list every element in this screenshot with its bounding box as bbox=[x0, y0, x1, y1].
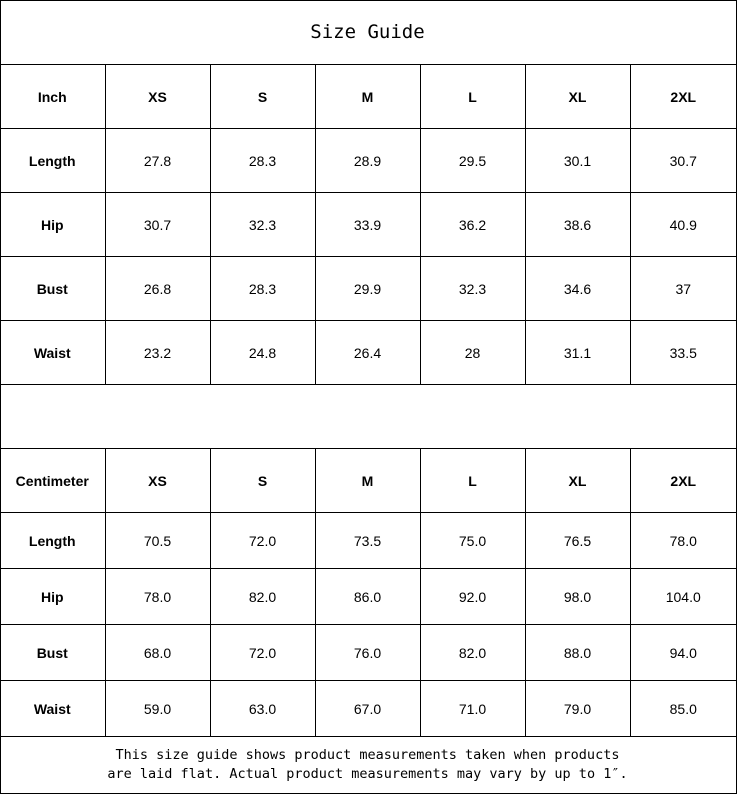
table-cell: 27.8 bbox=[104, 128, 211, 193]
table-spacer bbox=[0, 384, 735, 448]
table-cell: 75.0 bbox=[419, 512, 526, 569]
column-header: Centimeter bbox=[0, 448, 106, 513]
column-header: XS bbox=[104, 64, 211, 129]
table-cell: 76.0 bbox=[314, 624, 421, 681]
table-cell: 38.6 bbox=[524, 192, 631, 257]
table-cell: 86.0 bbox=[314, 568, 421, 625]
table-row: Waist 23.2 24.8 26.4 28 31.1 33.5 bbox=[0, 320, 736, 385]
table-cell: 28.3 bbox=[209, 256, 316, 321]
column-header: Inch bbox=[0, 64, 106, 129]
centimeter-table: Centimeter XS S M L XL 2XL Length 70.5 72.0 73.5 75… bbox=[0, 448, 736, 737]
column-header: L bbox=[419, 448, 526, 513]
table-cell: 33.9 bbox=[314, 192, 421, 257]
table-cell: 76.5 bbox=[524, 512, 631, 569]
table-row: Length 70.5 72.0 73.5 75.0 76.5 78.0 bbox=[0, 512, 736, 569]
table-row: Bust 68.0 72.0 76.0 82.0 88.0 94.0 bbox=[0, 624, 736, 681]
row-label: Length bbox=[0, 128, 106, 193]
table-cell: 78.0 bbox=[629, 512, 736, 569]
table-cell: 29.9 bbox=[314, 256, 421, 321]
table-cell: 72.0 bbox=[209, 512, 316, 569]
table-row: Hip 30.7 32.3 33.9 36.2 38.6 40.9 bbox=[0, 192, 736, 257]
table-cell: 59.0 bbox=[104, 680, 211, 737]
column-header: XS bbox=[104, 448, 211, 513]
column-header: M bbox=[314, 64, 421, 129]
table-cell: 63.0 bbox=[209, 680, 316, 737]
table-cell: 85.0 bbox=[629, 680, 736, 737]
table-cell: 28 bbox=[419, 320, 526, 385]
header-row: Inch XS S M L XL 2XL bbox=[0, 64, 736, 129]
column-header: 2XL bbox=[629, 448, 736, 513]
table-cell: 82.0 bbox=[419, 624, 526, 681]
column-header: S bbox=[209, 448, 316, 513]
table-cell: 31.1 bbox=[524, 320, 631, 385]
table-cell: 26.4 bbox=[314, 320, 421, 385]
footer-line-2: are laid flat. Actual product measuremen… bbox=[107, 766, 628, 782]
table-cell: 36.2 bbox=[419, 192, 526, 257]
table-cell: 23.2 bbox=[104, 320, 211, 385]
table-cell: 33.5 bbox=[629, 320, 736, 385]
table-cell: 28.3 bbox=[209, 128, 316, 193]
table-cell: 92.0 bbox=[419, 568, 526, 625]
column-header: 2XL bbox=[629, 64, 736, 129]
row-label: Waist bbox=[0, 320, 106, 385]
table-cell: 30.7 bbox=[629, 128, 736, 193]
table-cell: 94.0 bbox=[629, 624, 736, 681]
column-header: XL bbox=[524, 448, 631, 513]
table-cell: 24.8 bbox=[209, 320, 316, 385]
table-row: Waist 59.0 63.0 67.0 71.0 79.0 85.0 bbox=[0, 680, 736, 737]
table-cell: 37 bbox=[629, 256, 736, 321]
table-cell: 104.0 bbox=[629, 568, 736, 625]
table-cell: 67.0 bbox=[314, 680, 421, 737]
table-cell: 68.0 bbox=[104, 624, 211, 681]
table-cell: 71.0 bbox=[419, 680, 526, 737]
table-cell: 30.7 bbox=[104, 192, 211, 257]
footer-line-1: This size guide shows product measuremen… bbox=[115, 747, 620, 763]
footer-note: This size guide shows product measuremen… bbox=[0, 737, 735, 793]
header-row: Centimeter XS S M L XL 2XL bbox=[0, 448, 736, 513]
table-cell: 73.5 bbox=[314, 512, 421, 569]
column-header: L bbox=[419, 64, 526, 129]
table-cell: 30.1 bbox=[524, 128, 631, 193]
table-row: Length 27.8 28.3 28.9 29.5 30.1 30.7 bbox=[0, 128, 736, 193]
table-row: Bust 26.8 28.3 29.9 32.3 34.6 37 bbox=[0, 256, 736, 321]
column-header: S bbox=[209, 64, 316, 129]
table-row: Hip 78.0 82.0 86.0 92.0 98.0 104.0 bbox=[0, 568, 736, 625]
row-label: Hip bbox=[0, 568, 106, 625]
table-cell: 29.5 bbox=[419, 128, 526, 193]
table-cell: 72.0 bbox=[209, 624, 316, 681]
table-cell: 28.9 bbox=[314, 128, 421, 193]
table-cell: 88.0 bbox=[524, 624, 631, 681]
column-header: M bbox=[314, 448, 421, 513]
table-cell: 78.0 bbox=[104, 568, 211, 625]
row-label: Bust bbox=[0, 256, 106, 321]
table-cell: 98.0 bbox=[524, 568, 631, 625]
row-label: Length bbox=[0, 512, 106, 569]
table-cell: 70.5 bbox=[104, 512, 211, 569]
row-label: Hip bbox=[0, 192, 106, 257]
inch-table: Inch XS S M L XL 2XL Length 27.8 28.3 28.9 29.5 30.1… bbox=[0, 64, 736, 385]
table-cell: 82.0 bbox=[209, 568, 316, 625]
table-cell: 34.6 bbox=[524, 256, 631, 321]
table-cell: 32.3 bbox=[209, 192, 316, 257]
table-cell: 26.8 bbox=[104, 256, 211, 321]
row-label: Waist bbox=[0, 680, 106, 737]
table-cell: 40.9 bbox=[629, 192, 736, 257]
page-title: Size Guide bbox=[0, 0, 735, 65]
table-cell: 32.3 bbox=[419, 256, 526, 321]
table-cell: 79.0 bbox=[524, 680, 631, 737]
row-label: Bust bbox=[0, 624, 106, 681]
column-header: XL bbox=[524, 64, 631, 129]
